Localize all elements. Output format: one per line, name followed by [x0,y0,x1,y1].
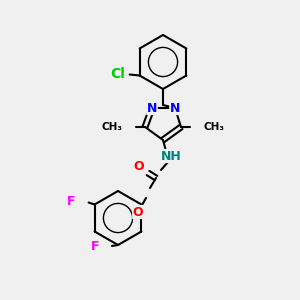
Text: F: F [67,195,76,208]
Text: N: N [147,101,157,115]
Text: O: O [134,160,144,173]
Text: NH: NH [160,149,182,163]
Text: CH₃: CH₃ [102,122,123,132]
Text: O: O [133,206,143,218]
Text: F: F [91,241,99,254]
Text: Cl: Cl [110,67,125,80]
Text: CH₃: CH₃ [203,122,224,132]
Text: N: N [170,101,180,115]
